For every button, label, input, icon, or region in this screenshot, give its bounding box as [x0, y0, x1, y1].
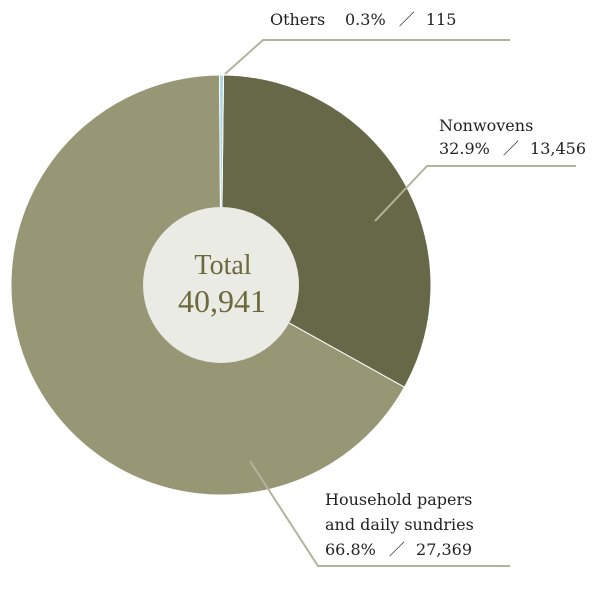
leader-line-nonwovens [374, 165, 576, 222]
leader-line-others [224, 39, 510, 75]
nonwovens-value: 13,456 [530, 139, 586, 158]
household-stats: 66.8% ／ 27,369 [325, 540, 472, 559]
others-name: Others [270, 10, 325, 29]
household-name-line1: Household papers [325, 490, 472, 509]
leader-lines [224, 39, 576, 567]
others-label: Others [270, 10, 325, 29]
household-label-line1: Household papers [325, 490, 472, 509]
nonwovens-stats: 32.9% ／ 13,456 [439, 139, 586, 158]
nonwovens-name: Nonwovens [439, 116, 533, 135]
total-label: Total [194, 250, 251, 281]
slice-others [219, 74, 225, 286]
household-separator: ／ [389, 540, 405, 559]
nonwovens-label: Nonwovens [439, 116, 533, 135]
household-label-line2: and daily sundries [325, 515, 474, 534]
household-value: 27,369 [416, 540, 472, 559]
nonwovens-separator: ／ [503, 139, 519, 158]
nonwovens-percent: 32.9% [439, 139, 490, 158]
center-circle [143, 207, 299, 363]
others-stats: 0.3% ／ 115 [345, 10, 456, 29]
others-percent: 0.3% [345, 10, 386, 29]
leader-line-household [249, 460, 510, 567]
household-percent: 66.8% [325, 540, 376, 559]
others-value: 115 [426, 10, 457, 29]
total-value: 40,941 [178, 283, 266, 319]
others-separator: ／ [399, 10, 415, 29]
household-name-line2: and daily sundries [325, 515, 474, 534]
